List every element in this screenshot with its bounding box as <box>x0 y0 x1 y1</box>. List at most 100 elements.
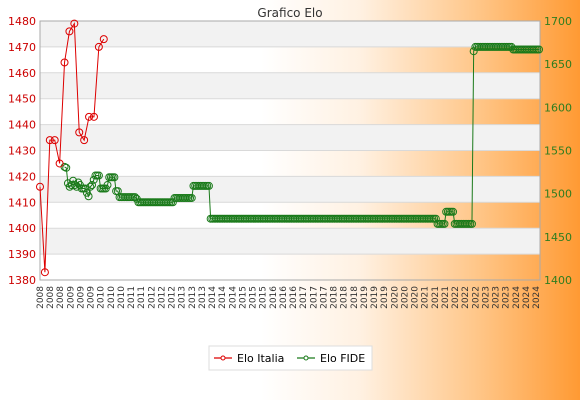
x-axis-tick-label: 2021 <box>431 286 441 309</box>
data-point-italia <box>70 19 79 28</box>
data-point-fide <box>81 184 90 193</box>
data-point-fide <box>113 187 122 196</box>
legend-entry-italia: Elo Italia <box>214 352 284 365</box>
x-axis-tick-label: 2022 <box>451 286 461 309</box>
x-axis-tick-label: 2015 <box>259 286 269 309</box>
x-axis-tick-label: 2018 <box>330 286 340 309</box>
x-axis-tick-label: 2019 <box>360 286 370 309</box>
data-point-fide <box>204 181 213 190</box>
x-axis-tick-label: 2020 <box>411 286 421 309</box>
x-axis-tick-label: 2017 <box>299 286 309 309</box>
left-axis-tick-label: 1380 <box>8 274 36 287</box>
x-axis-tick-label: 2014 <box>208 286 218 309</box>
left-axis-tick-label: 1470 <box>8 41 36 54</box>
x-axis-tick-label: 2009 <box>76 286 86 309</box>
left-axis-tick-label: 1450 <box>8 93 36 106</box>
left-axis-tick-label: 1460 <box>8 67 36 80</box>
left-axis-tick-label: 1390 <box>8 248 36 261</box>
x-axis-tick-label: 2013 <box>198 286 208 309</box>
left-axis-tick-label: 1420 <box>8 170 36 183</box>
data-point-fide <box>187 193 196 202</box>
x-axis-tick-label: 2016 <box>269 286 279 309</box>
data-point-fide <box>440 219 449 228</box>
x-axis-tick-label: 2012 <box>147 286 157 309</box>
x-axis-tick-label: 2019 <box>380 286 390 309</box>
x-axis-tick-label: 2014 <box>228 286 238 309</box>
x-axis-tick-label: 2022 <box>471 286 481 309</box>
right-axis-tick-label: 1650 <box>544 58 572 71</box>
x-axis-tick-label: 2012 <box>157 286 167 309</box>
x-axis-tick-label: 2013 <box>178 286 188 309</box>
x-axis-tick-label: 2017 <box>309 286 319 309</box>
left-axis-tick-label: 1440 <box>8 119 36 132</box>
legend-label-fide: Elo FIDE <box>320 352 365 365</box>
left-axis-tick-label: 1410 <box>8 196 36 209</box>
x-axis-tick-label: 2021 <box>441 286 451 309</box>
x-axis-tick-label: 2014 <box>218 286 228 309</box>
x-axis-tick-label: 2010 <box>97 286 107 309</box>
x-axis-tick-label: 2023 <box>481 286 491 309</box>
left-axis-tick-label: 1430 <box>8 145 36 158</box>
data-point-italia <box>65 27 74 36</box>
x-axis-tick-label: 2024 <box>512 286 522 309</box>
x-axis-tick-label: 2008 <box>46 286 56 309</box>
x-axis-tick-label: 2011 <box>127 286 137 309</box>
grid-band <box>40 228 540 255</box>
data-point-italia <box>75 128 84 137</box>
data-point-fide <box>103 181 112 190</box>
x-axis-tick-label: 2022 <box>461 286 471 309</box>
x-axis-tick-label: 2010 <box>107 286 117 309</box>
data-point-fide <box>449 207 458 216</box>
data-point-fide <box>62 163 71 172</box>
right-axis-tick-label: 1400 <box>544 274 572 287</box>
plot-area-border <box>39 20 541 281</box>
data-point-italia <box>45 136 54 145</box>
grid-band <box>40 124 540 151</box>
x-axis-tick-label: 2018 <box>340 286 350 309</box>
data-point-italia <box>36 182 44 191</box>
x-axis-tick-label: 2015 <box>238 286 248 309</box>
x-axis-tick-label: 2009 <box>66 286 76 309</box>
right-axis-tick-label: 1550 <box>544 145 572 158</box>
data-point-italia <box>40 268 49 277</box>
grid-band <box>40 21 540 47</box>
x-axis-tick-label: 2008 <box>56 286 66 309</box>
x-axis-tick-label: 2020 <box>390 286 400 309</box>
x-axis-tick-label: 2008 <box>36 286 46 309</box>
data-point-italia <box>80 136 89 145</box>
right-axis-tick-label: 1450 <box>544 231 572 244</box>
left-axis-tick-label: 1400 <box>8 222 36 235</box>
x-axis-tick-label: 2009 <box>87 286 97 309</box>
x-axis-tick-label: 2023 <box>492 286 502 309</box>
data-point-fide <box>467 219 476 228</box>
x-axis-tick-label: 2011 <box>137 286 147 309</box>
x-axis-tick-label: 2013 <box>188 286 198 309</box>
right-axis-tick-label: 1700 <box>544 15 572 28</box>
x-axis-tick-label: 2012 <box>168 286 178 309</box>
right-axis-tick-label: 1600 <box>544 101 572 114</box>
legend-entry-fide: Elo FIDE <box>297 352 365 365</box>
data-point-italia <box>60 58 69 67</box>
chart-title: Grafico Elo <box>257 6 322 20</box>
data-point-italia <box>89 112 98 121</box>
data-point-italia <box>85 112 94 121</box>
data-point-fide <box>69 176 78 185</box>
legend-label-italia: Elo Italia <box>237 352 284 365</box>
x-axis-tick-label: 2018 <box>350 286 360 309</box>
right-axis-tick-label: 1500 <box>544 188 572 201</box>
x-axis-tick-label: 2024 <box>522 286 532 309</box>
legend-box <box>208 345 373 371</box>
x-axis-tick-label: 2016 <box>279 286 289 309</box>
data-point-fide <box>84 192 93 201</box>
data-point-fide <box>67 181 76 190</box>
legend-marker-italia <box>220 355 226 361</box>
x-axis-tick-label: 2021 <box>421 286 431 309</box>
x-axis-tick-label: 2016 <box>289 286 299 309</box>
data-point-fide <box>86 182 95 191</box>
data-point-fide <box>535 45 543 54</box>
series-line-italia <box>39 21 105 273</box>
x-axis-tick-label: 2015 <box>249 286 259 309</box>
data-point-italia <box>99 35 108 44</box>
